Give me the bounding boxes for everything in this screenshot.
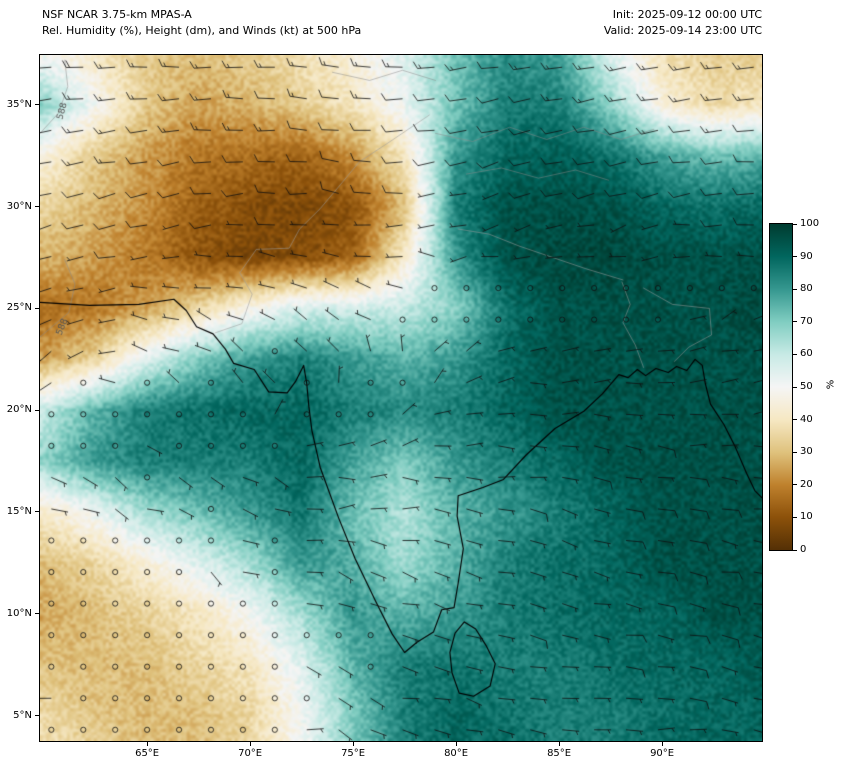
x-axis-tick (455, 742, 457, 746)
x-axis-tick (558, 742, 560, 746)
colorbar-tick (793, 419, 797, 421)
colorbar-tick-label: 0 (800, 544, 807, 555)
x-axis-tick-label: 65°E (135, 748, 160, 759)
colorbar-tick (793, 386, 797, 388)
y-axis-tick (35, 715, 39, 717)
colorbar (769, 223, 793, 551)
colorbar-tick-label: 20 (800, 478, 813, 490)
x-axis-tick-label: 90°E (650, 748, 675, 759)
y-axis-tick-label: 30°N (6, 200, 32, 212)
colorbar-tick (793, 549, 797, 551)
colorbar-tick (793, 516, 797, 518)
map-frame (39, 54, 763, 742)
colorbar-tick-label: 70 (800, 315, 813, 327)
x-axis-tick (661, 742, 663, 746)
y-axis-tick (35, 613, 39, 615)
x-axis-tick-label: 70°E (238, 748, 263, 759)
model-title: NSF NCAR 3.75-km MPAS-A (42, 8, 192, 21)
colorbar-tick (793, 353, 797, 355)
y-axis-tick (35, 206, 39, 208)
colorbar-tick (793, 223, 797, 225)
x-axis-tick (249, 742, 251, 746)
y-axis-tick-label: 15°N (6, 505, 32, 517)
colorbar-tick-label: 80 (800, 283, 813, 295)
y-axis-tick-label: 20°N (6, 404, 32, 416)
y-axis-tick (35, 511, 39, 513)
colorbar-tick-label: 90 (800, 250, 813, 262)
y-axis-tick-label: 25°N (6, 302, 32, 314)
colorbar-tick-label: 100 (800, 218, 820, 229)
y-axis-tick-label: 35°N (6, 98, 32, 110)
x-axis-tick-label: 75°E (341, 748, 366, 759)
x-axis-tick (146, 742, 148, 746)
y-axis-tick (35, 307, 39, 309)
colorbar-tick-label: 50 (800, 381, 813, 392)
x-axis-tick (352, 742, 354, 746)
colorbar-tick (793, 451, 797, 453)
valid-time: Valid: 2025-09-14 23:00 UTC (603, 24, 762, 37)
colorbar-unit-label: % (825, 379, 837, 390)
colorbar-tick-label: 40 (800, 413, 813, 425)
x-axis-tick-label: 80°E (444, 748, 469, 759)
colorbar-tick-label: 10 (800, 511, 813, 523)
colorbar-tick (793, 256, 797, 258)
plot-subtitle: Rel. Humidity (%), Height (dm), and Wind… (42, 24, 362, 37)
colorbar-tick (793, 288, 797, 290)
init-time: Init: 2025-09-12 00:00 UTC (612, 8, 762, 21)
y-axis-tick (35, 104, 39, 106)
colorbar-tick (793, 321, 797, 323)
y-axis-tick (35, 409, 39, 411)
map-canvas (40, 55, 762, 741)
y-axis-tick-label: 10°N (6, 607, 32, 619)
colorbar-tick-label: 60 (800, 348, 813, 360)
x-axis-tick-label: 85°E (547, 748, 572, 759)
colorbar-tick-label: 30 (800, 446, 813, 458)
y-axis-tick-label: 5°N (13, 709, 32, 721)
colorbar-tick (793, 484, 797, 486)
